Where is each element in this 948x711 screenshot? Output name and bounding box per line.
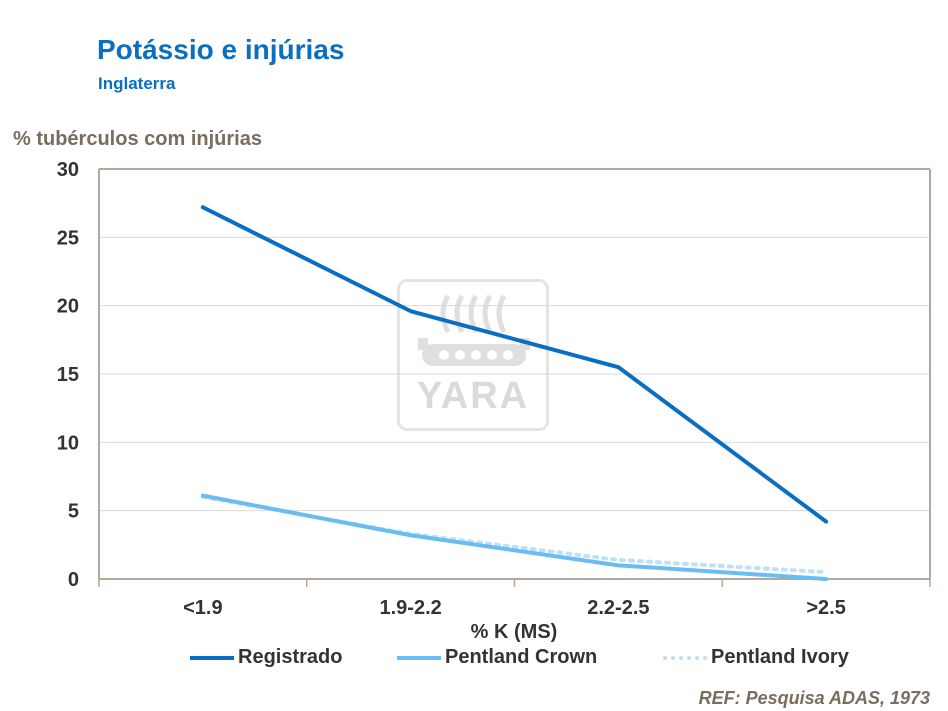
y-tick-label: 30 bbox=[57, 159, 79, 181]
legend-swatch-pentland-crown bbox=[397, 655, 441, 660]
y-tick-label: 5 bbox=[68, 501, 79, 523]
logo-text: YARA bbox=[416, 375, 530, 417]
legend-swatch-pentland-ivory bbox=[663, 655, 707, 660]
x-tick-label: >2.5 bbox=[806, 597, 845, 619]
x-axis-label: % K (MS) bbox=[470, 621, 558, 643]
legend: Registrado Pentland Crown Pentland Ivory bbox=[0, 646, 948, 674]
legend-label-pentland-crown: Pentland Crown bbox=[445, 646, 598, 668]
yara-logo-watermark: YARA bbox=[397, 279, 549, 431]
legend-item-registrado: Registrado bbox=[190, 646, 342, 669]
x-tick-label: 2.2-2.5 bbox=[587, 597, 649, 619]
y-tick-label: 20 bbox=[57, 296, 79, 318]
y-tick-label: 25 bbox=[57, 227, 79, 249]
y-axis-label: % tubérculos com injúrias bbox=[13, 128, 262, 150]
reference-note: REF: Pesquisa ADAS, 1973 bbox=[698, 688, 930, 708]
series-line-pentland-crown bbox=[200, 493, 829, 581]
y-tick-label: 0 bbox=[68, 569, 79, 591]
legend-label-pentland-ivory: Pentland Ivory bbox=[711, 646, 849, 668]
series-line-pentland-ivory bbox=[200, 495, 829, 575]
x-tick-label: <1.9 bbox=[183, 597, 222, 619]
y-tick-label: 10 bbox=[57, 432, 79, 454]
legend-swatch-registrado bbox=[190, 655, 234, 660]
series-line-registrado bbox=[200, 205, 829, 524]
legend-label-registrado: Registrado bbox=[238, 646, 343, 668]
ship-icon bbox=[418, 294, 530, 366]
legend-item-pentland-ivory: Pentland Ivory bbox=[663, 646, 849, 669]
legend-item-pentland-crown: Pentland Crown bbox=[397, 646, 597, 669]
y-tick-label: 15 bbox=[57, 364, 79, 386]
chart-subtitle: Inglaterra bbox=[98, 74, 176, 93]
x-tick-label: 1.9-2.2 bbox=[379, 597, 441, 619]
chart-title: Potássio e injúrias bbox=[97, 34, 345, 65]
